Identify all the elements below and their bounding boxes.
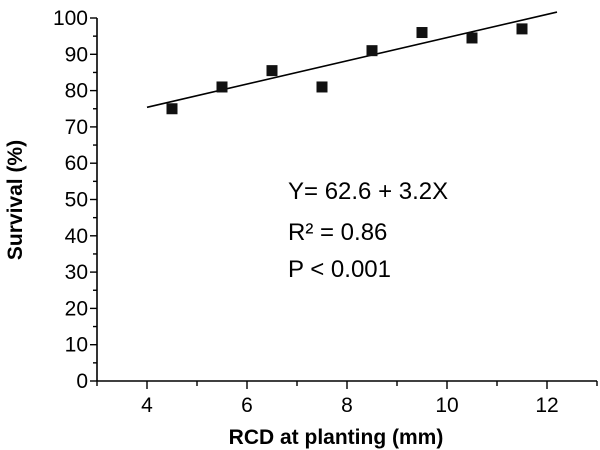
y-tick-label: 30 — [65, 261, 88, 284]
y-axis: 0 10 20 30 40 50 60 70 80 90 100 — [53, 7, 98, 393]
x-axis: 4 6 8 10 12 — [96, 380, 598, 417]
regression-equation: Y= 62.6 + 3.2X — [288, 178, 448, 205]
y-tick-label: 50 — [65, 189, 88, 212]
x-tick-label: 8 — [341, 394, 353, 417]
y-tick-label: 90 — [65, 43, 88, 66]
y-tick-label: 100 — [53, 7, 88, 30]
y-tick-label: 40 — [65, 225, 88, 248]
x-tick-label: 12 — [535, 394, 558, 417]
y-axis-title: Survival (%) — [4, 140, 27, 260]
y-tick-label: 0 — [76, 370, 88, 393]
data-point — [516, 23, 528, 35]
data-point — [366, 45, 378, 57]
y-tick-label: 80 — [65, 80, 88, 103]
x-tick-label: 10 — [435, 394, 458, 417]
y-tick-label: 70 — [65, 116, 88, 139]
regression-line — [146, 11, 558, 109]
data-point — [316, 81, 328, 93]
y-tick-label: 10 — [65, 334, 88, 357]
data-point — [216, 81, 228, 93]
data-point — [466, 32, 478, 44]
x-tick-label: 6 — [241, 394, 253, 417]
x-axis-title: RCD at planting (mm) — [229, 426, 444, 449]
r-squared-label: R² = 0.86 — [288, 219, 387, 246]
data-points — [166, 23, 528, 115]
p-value-label: P < 0.001 — [288, 256, 391, 283]
data-point — [166, 103, 178, 115]
y-tick-label: 60 — [65, 152, 88, 175]
data-point — [416, 27, 428, 39]
y-tick-label: 20 — [65, 297, 88, 320]
data-point — [266, 65, 278, 77]
x-tick-label: 4 — [141, 394, 153, 417]
